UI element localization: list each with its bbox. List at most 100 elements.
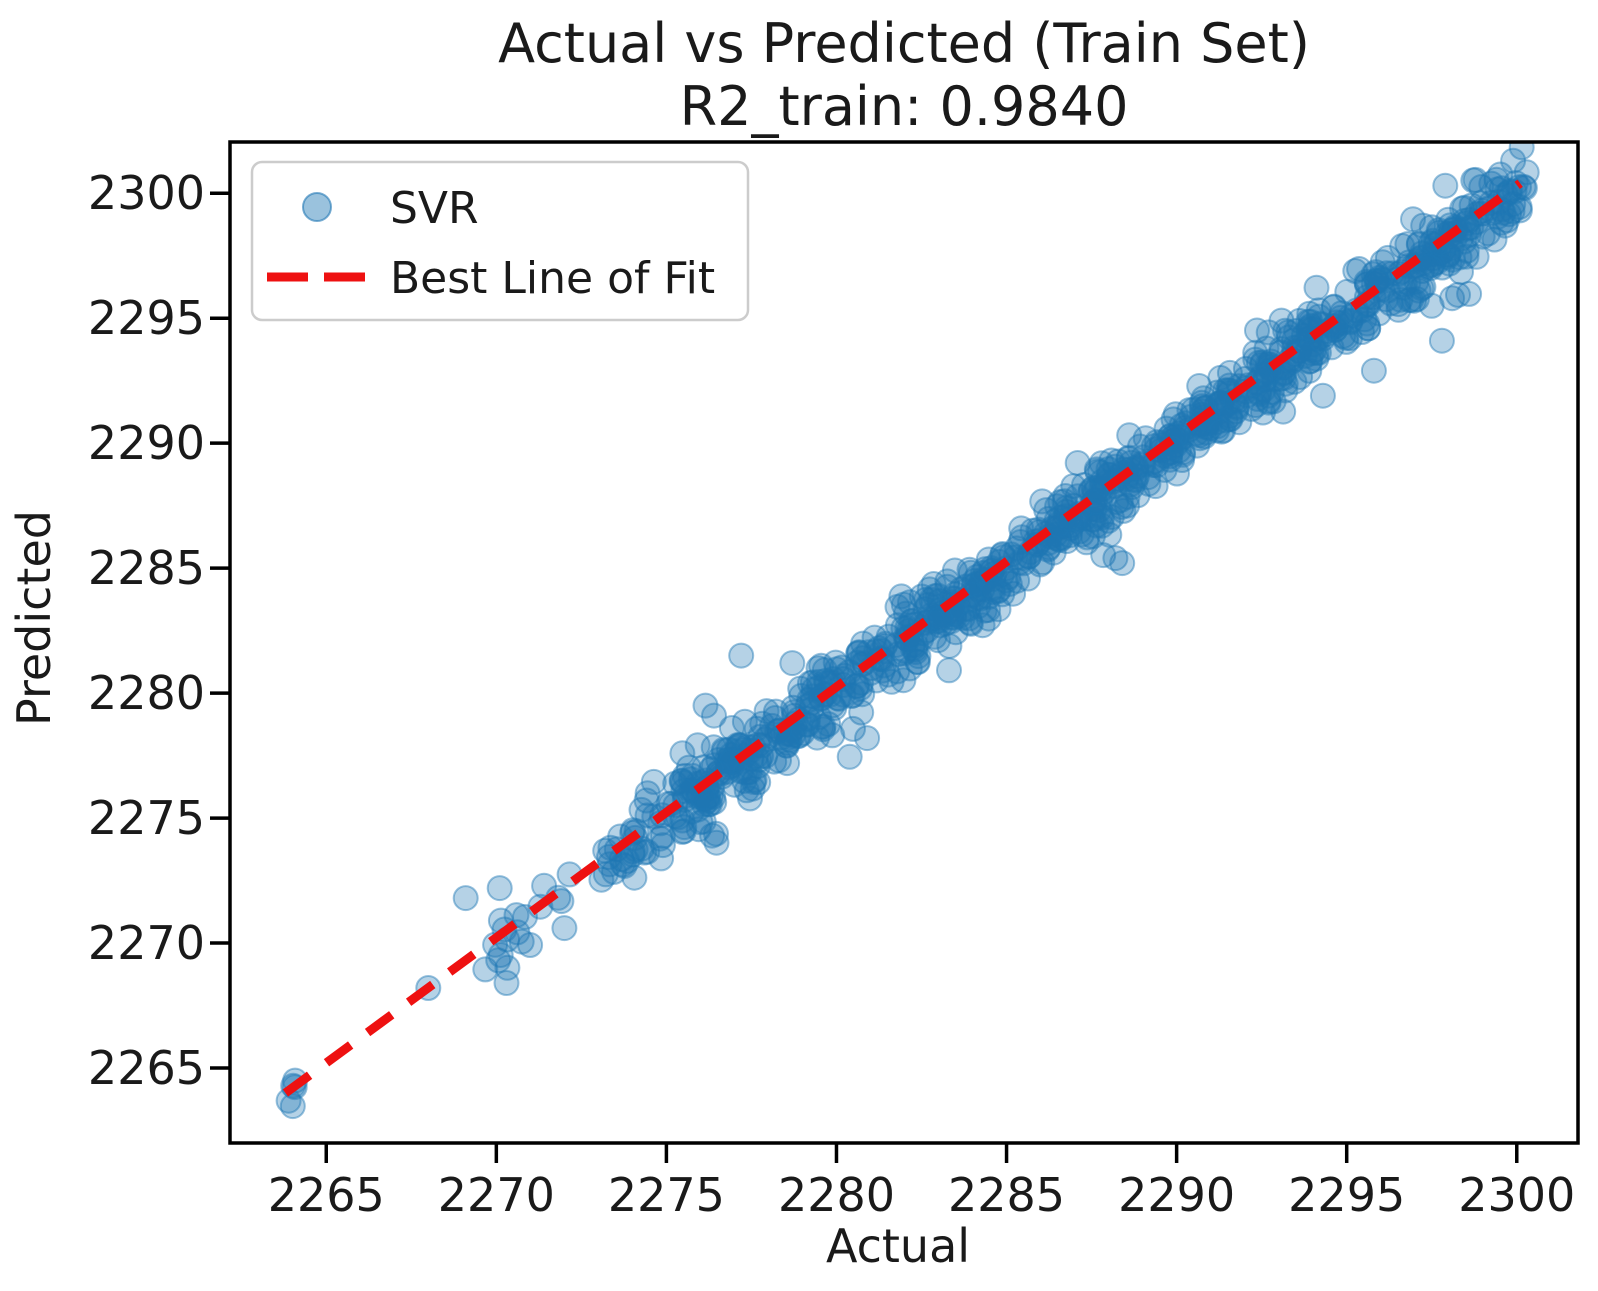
scatter-point	[936, 633, 963, 659]
scatter-point	[839, 682, 866, 709]
scatter-point	[1212, 407, 1239, 434]
scatter-point	[896, 655, 923, 682]
scatter-point	[737, 785, 763, 812]
scatter-point	[1305, 339, 1332, 366]
scatter-point	[694, 788, 721, 814]
y-tick-label: 2285	[88, 541, 205, 595]
scatter-point	[669, 807, 696, 834]
scatter-point	[1460, 167, 1487, 194]
scatter-point	[761, 748, 788, 775]
y-tick-label: 2290	[88, 416, 205, 470]
scatter-point	[1334, 278, 1361, 305]
scatter-point	[861, 624, 888, 651]
scatter-point	[1483, 166, 1510, 193]
scatter-point	[1435, 241, 1462, 268]
scatter-point	[494, 954, 521, 981]
scatter-point	[1494, 207, 1520, 234]
scatter-point	[956, 556, 983, 583]
scatter-point	[634, 838, 661, 865]
scatter-point	[811, 657, 838, 683]
scatter-point	[684, 796, 711, 823]
scatter-point	[884, 593, 911, 620]
scatter-point	[925, 627, 951, 654]
scatter-point	[804, 724, 831, 751]
scatter-point	[1469, 223, 1496, 250]
scatter-point	[1487, 161, 1514, 188]
scatter-point	[1255, 382, 1282, 409]
scatter-point	[890, 667, 917, 694]
y-tick-label: 2300	[88, 166, 205, 220]
scatter-point	[715, 754, 742, 781]
scatter-point	[1004, 567, 1031, 594]
scatter-point	[799, 669, 826, 696]
scatter-point	[1462, 166, 1489, 193]
scatter-point	[969, 612, 996, 639]
scatter-point	[1318, 334, 1345, 361]
scatter-point	[918, 602, 945, 629]
scatter-point	[508, 928, 535, 955]
scatter-point	[1342, 258, 1369, 284]
scatter-point	[1066, 518, 1092, 545]
scatter-point	[486, 875, 513, 902]
scatter-point	[920, 571, 947, 597]
scatter-point	[1164, 460, 1190, 487]
scatter-point	[1080, 506, 1107, 533]
scatter-point	[1135, 470, 1162, 497]
scatter-point	[1084, 458, 1111, 485]
axes-frame	[228, 140, 1580, 1145]
scatter-point	[1286, 307, 1313, 334]
scatter-point	[1015, 565, 1041, 592]
scatter-point	[934, 573, 961, 600]
scatter-point	[1250, 399, 1276, 426]
scatter-point	[1424, 248, 1451, 275]
scatter-point	[1068, 521, 1095, 548]
scatter-point	[1266, 366, 1293, 392]
scatter-point	[1385, 296, 1412, 323]
scatter-point	[822, 649, 849, 676]
scatter-point	[1497, 178, 1523, 204]
scatter-point	[1272, 377, 1299, 404]
scatter-point	[815, 711, 842, 738]
y-tick-label: 2265	[88, 1041, 205, 1095]
scatter-point	[806, 704, 833, 731]
scatter-point	[960, 572, 987, 599]
legend-svr-marker-icon	[302, 192, 332, 222]
scatter-point	[1079, 523, 1106, 550]
scatter-point	[715, 736, 742, 763]
scatter-point	[1245, 379, 1272, 406]
scatter-point	[1087, 459, 1114, 486]
scatter-point	[701, 789, 728, 816]
scatter-point	[964, 584, 991, 611]
scatter-point	[1169, 424, 1196, 451]
scatter-point	[949, 604, 976, 631]
scatter-point	[946, 603, 972, 630]
scatter-point	[703, 829, 730, 856]
scatter-point	[1053, 528, 1080, 555]
scatter-point	[926, 608, 953, 634]
scatter-point	[789, 720, 816, 747]
scatter-point	[1169, 447, 1196, 473]
scatter-point	[669, 767, 695, 794]
scatter-point	[1029, 488, 1056, 515]
scatter-point	[1369, 249, 1396, 276]
y-axis-ticks: 2265 2270 2275 2280 2285 2290 2295 2300	[88, 166, 230, 1095]
scatter-point	[1170, 441, 1196, 468]
y-tick-label: 2295	[88, 291, 205, 345]
scatter-point	[805, 655, 832, 682]
scatter-point	[710, 736, 737, 763]
scatter-point	[711, 738, 738, 765]
scatter-point	[779, 650, 806, 677]
scatter-point	[1008, 515, 1035, 542]
scatter-point	[1390, 274, 1417, 301]
y-axis-label: Predicted	[7, 510, 61, 726]
scatter-point	[971, 597, 998, 624]
scatter-point	[485, 947, 512, 974]
scatter-point	[1453, 243, 1480, 270]
scatter-point	[1332, 324, 1359, 351]
scatter-point	[1207, 364, 1234, 391]
scatter-point	[1456, 280, 1483, 307]
scatter-point	[1010, 550, 1037, 577]
scatter-point	[1500, 147, 1527, 174]
scatter-point	[1495, 179, 1522, 206]
scatter-point	[1027, 551, 1054, 578]
